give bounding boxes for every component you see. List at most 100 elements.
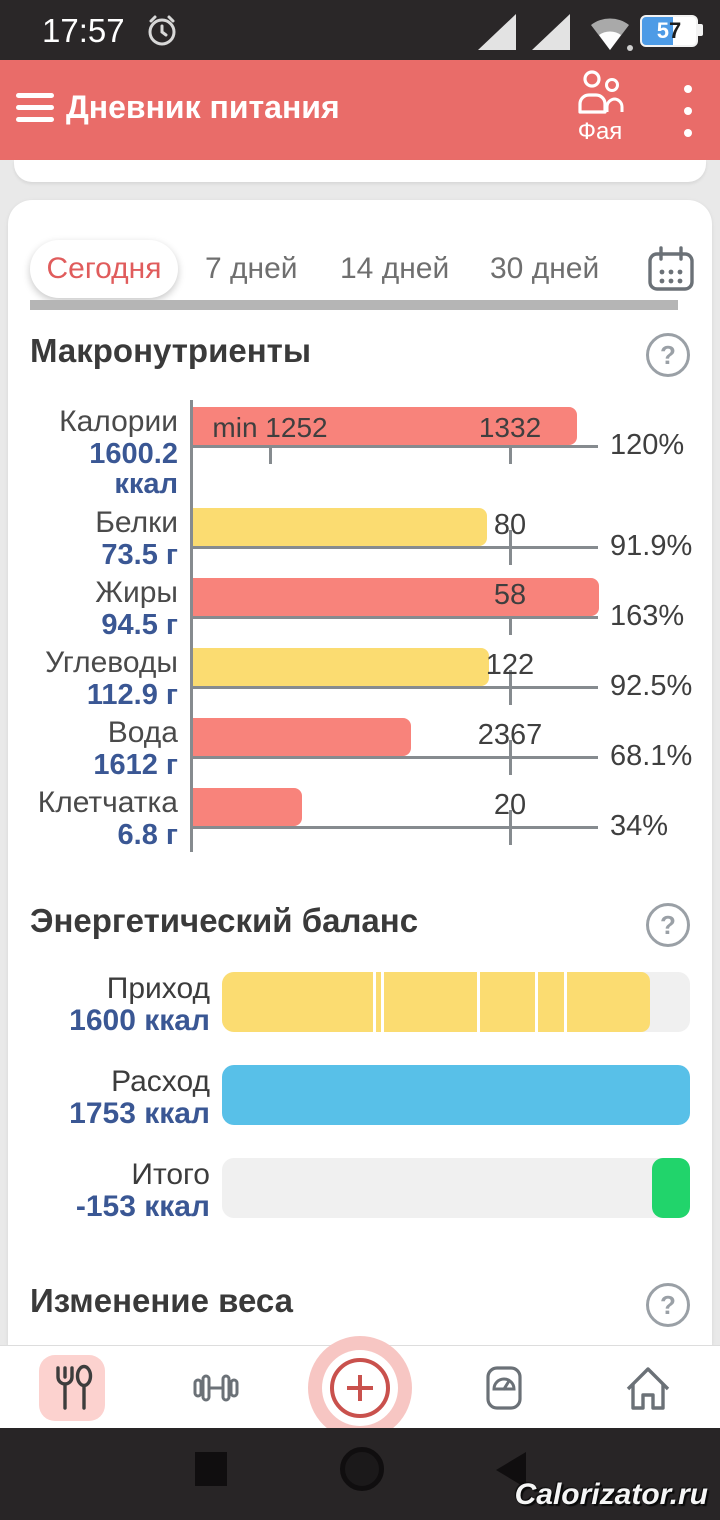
energy-amount: 1753 ккал <box>69 1097 210 1130</box>
alarm-icon <box>148 15 176 46</box>
meal-divider <box>564 972 568 1032</box>
tab-7-days[interactable]: 7 дней <box>205 252 298 285</box>
add-button-halo <box>308 1336 412 1440</box>
active-tab-highlight <box>39 1355 105 1421</box>
intake-fill <box>222 972 651 1032</box>
row-baseline <box>190 686 598 689</box>
users-icon[interactable] <box>576 68 626 118</box>
tab-today[interactable]: Сегодня <box>30 240 178 298</box>
energy-row-label: Приход 1600 ккал <box>10 973 210 1037</box>
app-header: Дневник питания Фая <box>0 60 720 160</box>
macro-row-label: Жиры 94.5 г <box>8 577 178 640</box>
energy-bar-track <box>222 1158 690 1218</box>
energy-row-label: Расход 1753 ккал <box>10 1066 210 1130</box>
macro-bar <box>193 648 489 686</box>
clock-time: 17:57 <box>42 12 125 49</box>
min-value-label: min 1252 <box>212 412 328 443</box>
norm-value-label: 20 <box>493 789 527 821</box>
norm-tick <box>509 600 512 635</box>
back-button[interactable] <box>496 1452 526 1488</box>
previous-card-edge <box>14 160 706 182</box>
macro-bar <box>193 578 599 616</box>
macro-row-label: Клетчатка 6.8 г <box>8 787 178 850</box>
fork-spoon-icon <box>56 1364 93 1410</box>
percent-label: 68.1% <box>610 740 693 772</box>
norm-value-label: 58 <box>493 579 527 611</box>
macro-bar <box>193 508 488 546</box>
tab-30-days[interactable]: 30 дней <box>490 252 600 285</box>
macro-name: Белки <box>95 506 178 539</box>
menu-icon[interactable] <box>16 93 54 129</box>
nav-item-exercise[interactable] <box>144 1346 288 1430</box>
energy-name: Приход <box>106 972 210 1005</box>
battery-digit: 5 <box>656 18 669 43</box>
macro-name: Вода <box>107 716 178 749</box>
android-nav-bar: Calorizator.ru <box>0 1428 720 1520</box>
energy-balance-chart: Приход 1600 ккал Расход 1753 ккал Итого -153 … <box>8 968 712 1223</box>
home-button-android[interactable] <box>340 1447 384 1491</box>
signal-icon-2 <box>532 14 570 50</box>
norm-tick <box>509 740 512 775</box>
overflow-menu-icon[interactable] <box>684 85 692 151</box>
macro-amount: 94.5 г <box>101 609 178 641</box>
help-icon-weight[interactable]: ? <box>646 1283 690 1327</box>
energy-amount: 1600 ккал <box>69 1004 210 1037</box>
norm-value-label: 2367 <box>477 719 543 751</box>
percent-label: 92.5% <box>610 670 693 702</box>
nav-item-food-diary[interactable] <box>0 1346 144 1430</box>
macro-amount: 6.8 г <box>117 819 178 851</box>
section-title-energy: Энергетический баланс <box>30 902 419 939</box>
watermark: Calorizator.ru <box>514 1478 708 1511</box>
battery-digit-2: 7 <box>669 18 682 43</box>
norm-value-label: 1332 <box>478 412 542 443</box>
main-card: Сегодня 7 дней 14 дней 30 дней Макронутр… <box>8 200 712 1346</box>
row-baseline <box>190 756 598 759</box>
energy-row-label: Итого -153 ккал <box>10 1159 210 1223</box>
nav-item-add[interactable] <box>288 1336 432 1440</box>
macro-amount: 112.9 г <box>86 679 178 711</box>
scale-icon <box>486 1366 522 1410</box>
nav-item-weight[interactable] <box>432 1346 576 1430</box>
meal-divider <box>381 972 385 1032</box>
home-icon <box>626 1367 670 1410</box>
norm-value-label: 80 <box>493 509 527 541</box>
percent-label: 91.9% <box>610 530 693 562</box>
energy-name: Итого <box>131 1158 210 1191</box>
calendar-icon[interactable] <box>645 245 697 295</box>
energy-name: Расход <box>111 1065 210 1098</box>
macro-row-label: Вода 1612 г <box>8 717 178 780</box>
tab-14-days[interactable]: 14 дней <box>340 252 450 285</box>
norm-value-label: 122 <box>485 649 535 681</box>
macro-row-label: Углеводы 112.9 г <box>8 647 178 710</box>
macro-amount: 1612 г <box>93 749 178 781</box>
norm-tick <box>509 670 512 705</box>
row-baseline <box>190 826 598 829</box>
user-name: Фая <box>577 118 623 145</box>
chart-axis <box>190 400 193 852</box>
recent-apps-button[interactable] <box>195 1452 227 1486</box>
add-button[interactable] <box>322 1350 398 1426</box>
section-title-macros: Макронутриенты <box>30 332 311 369</box>
norm-tick <box>509 530 512 565</box>
percent-label: 163% <box>610 600 685 632</box>
meal-divider <box>373 972 377 1032</box>
macro-bar <box>193 788 302 826</box>
help-icon-macros[interactable]: ? <box>646 333 690 377</box>
macro-amount: 73.5 г <box>101 539 178 571</box>
macro-amount: 1600.2 ккал <box>89 438 178 500</box>
macro-name: Жиры <box>95 576 178 609</box>
page-title: Дневник питания <box>66 89 340 125</box>
help-icon-energy[interactable]: ? <box>646 903 690 947</box>
bottom-nav <box>0 1336 720 1440</box>
tabs-scrollbar[interactable] <box>30 300 678 310</box>
norm-tick <box>509 810 512 845</box>
norm-tick <box>509 429 512 464</box>
wifi-icon <box>591 18 633 51</box>
percent-label: 34% <box>610 810 669 842</box>
plus-icon <box>330 1358 390 1418</box>
nav-item-home[interactable] <box>576 1346 720 1430</box>
macro-name: Калории <box>59 405 178 438</box>
